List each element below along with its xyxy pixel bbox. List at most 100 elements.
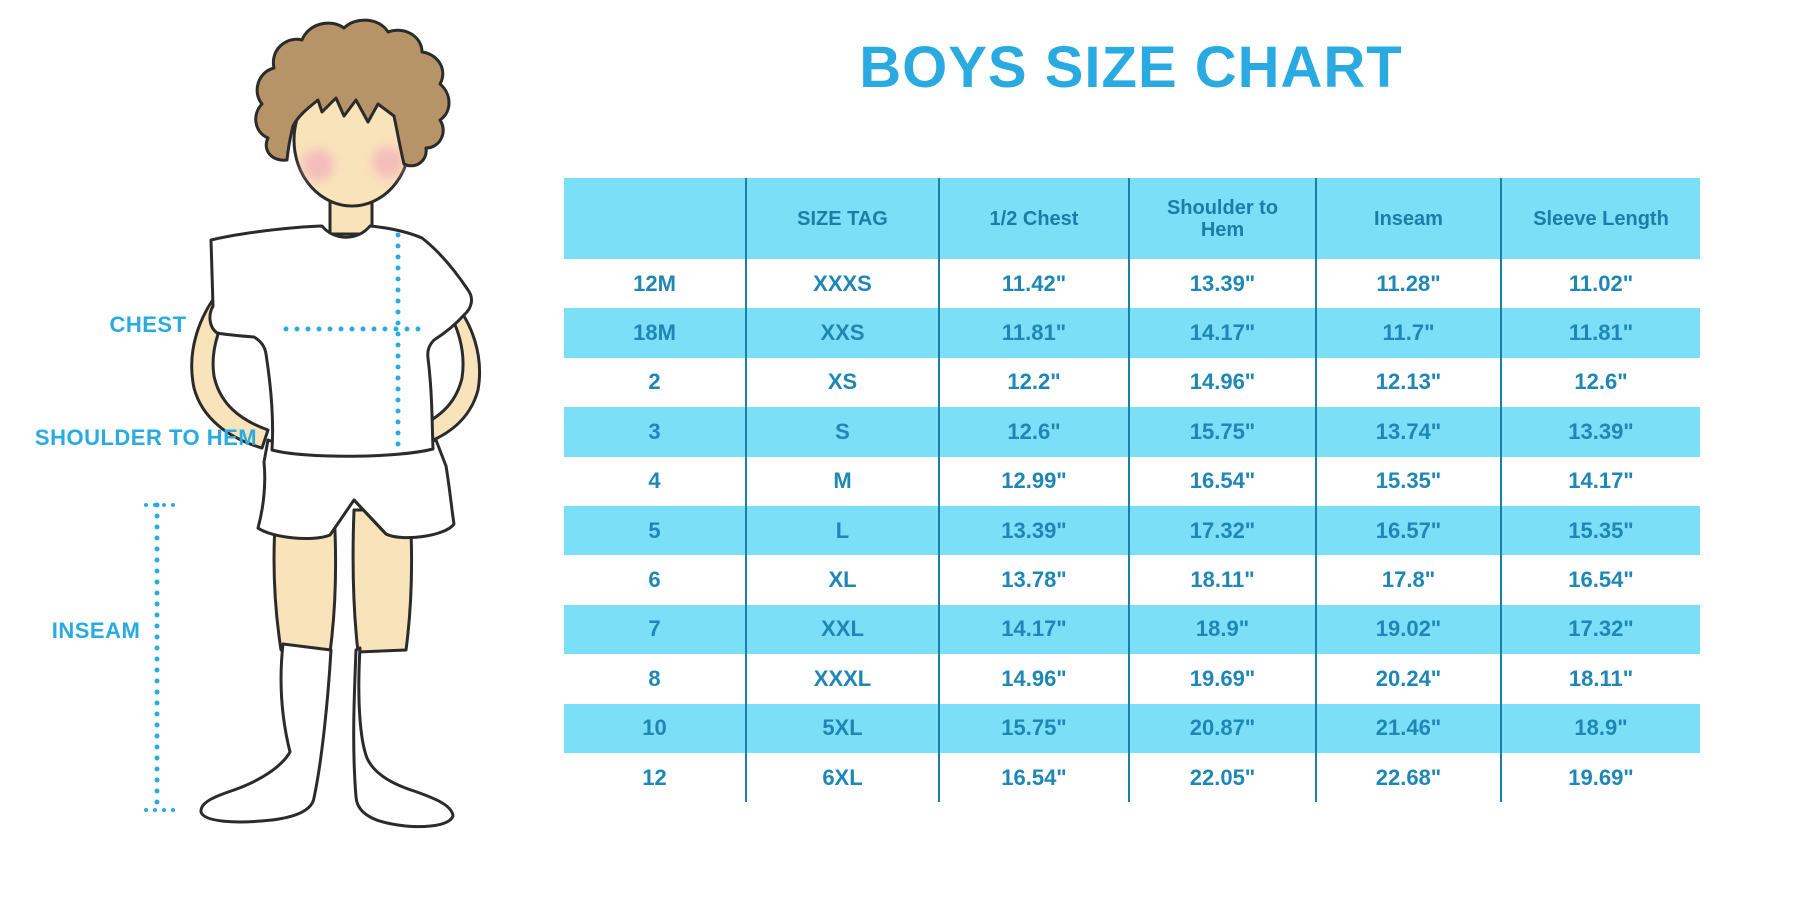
- table-cell: 15.35": [1500, 505, 1700, 556]
- socks: [199, 642, 455, 829]
- table-cell: 13.78": [938, 555, 1128, 605]
- table-cell: 19.02": [1315, 604, 1500, 655]
- table-row: 8 XXXL 14.96" 19.69" 20.24" 18.11": [564, 654, 1700, 704]
- table-cell: 20.24": [1315, 654, 1500, 704]
- table-row: 7 XXL 14.17" 18.9" 19.02" 17.32": [564, 604, 1700, 655]
- hair: [254, 18, 451, 168]
- table-cell: 14.17": [1500, 456, 1700, 506]
- table-cell: 11.81": [1500, 308, 1700, 358]
- table-cell: XXXS: [745, 259, 938, 309]
- table-cell: XL: [745, 555, 938, 605]
- table-cell: 10: [564, 703, 745, 753]
- header-cell-shoulder-to-hem: Shoulder to Hem: [1128, 178, 1315, 259]
- table-cell: 11.28": [1315, 259, 1500, 309]
- table-cell: 12.6": [938, 407, 1128, 457]
- table-row: 12M XXXS 11.42" 13.39" 11.28" 11.02": [564, 259, 1700, 309]
- table-cell: 17.32": [1500, 604, 1700, 655]
- table-cell: 6: [648, 566, 661, 592]
- table-cell: 5XL: [745, 703, 938, 753]
- table-cell: 12: [642, 764, 667, 790]
- table-cell: 6XL: [745, 752, 938, 803]
- table-row: 3 S 12.6" 15.75" 13.74" 13.39": [564, 407, 1700, 457]
- shirt: [208, 224, 473, 458]
- table-cell: 13.39": [1128, 259, 1315, 309]
- table-cell: 22.68": [1315, 752, 1500, 803]
- table-cell: 5: [564, 505, 745, 556]
- table-cell: 16.54": [1500, 555, 1700, 605]
- table-row: 4 M 12.99" 16.54" 15.35" 14.17": [564, 456, 1700, 506]
- table-cell: 3: [564, 407, 745, 457]
- table-cell: 11.7": [1315, 308, 1500, 358]
- table-cell: 12.99": [938, 456, 1128, 506]
- table-cell: 14.96": [938, 654, 1128, 704]
- header-cell-size-tag: SIZE TAG: [745, 178, 938, 259]
- table-cell: M: [745, 456, 938, 506]
- table-row: 6 XL 13.78" 18.11" 17.8" 16.54": [564, 555, 1700, 605]
- table-cell: XXXL: [745, 654, 938, 704]
- table-cell: 2: [648, 369, 661, 395]
- table-cell: 11.02": [1500, 259, 1700, 309]
- table-cell: 18M: [564, 308, 745, 358]
- table-cell: 14.17": [1128, 308, 1315, 358]
- header-cell-inseam: Inseam: [1315, 178, 1500, 259]
- table-cell: 4: [648, 468, 661, 494]
- table-cell: XXS: [745, 308, 938, 358]
- table-row: 10 5XL 15.75" 20.87" 21.46" 18.9": [564, 703, 1700, 753]
- table-cell: 15.35": [1315, 456, 1500, 506]
- table-cell: 22.05": [1128, 752, 1315, 803]
- size-table-body: 12M XXXS 11.42" 13.39" 11.28" 11.02" 18M XXS 11.…: [564, 259, 1700, 803]
- table-cell: 13.39": [938, 505, 1128, 556]
- table-cell: 18.9": [1128, 604, 1315, 655]
- table-cell: 20.87": [1128, 703, 1315, 753]
- shoulder-to-hem-label: SHOULDER TO HEM: [34, 425, 258, 450]
- table-cell: 17.32": [1128, 505, 1315, 556]
- table-cell: 13.74": [1315, 407, 1500, 457]
- table-cell: 14.17": [938, 604, 1128, 655]
- table-cell: 12.6": [1500, 357, 1700, 408]
- table-cell: 13.39": [1500, 407, 1700, 457]
- shorts-split: [352, 498, 388, 536]
- table-cell: 12.13": [1315, 357, 1500, 408]
- table-cell: 21.46": [1315, 703, 1500, 753]
- table-cell: S: [745, 407, 938, 457]
- table-cell: 18.11": [1128, 555, 1315, 605]
- measurement-guides: [144, 232, 430, 813]
- size-table: SIZE TAG 1/2 Chest Shoulder to Hem Insea…: [564, 178, 1700, 803]
- table-row: 2 XS 12.2" 14.96" 12.13" 12.6": [564, 357, 1700, 408]
- table-cell: XXL: [745, 604, 938, 655]
- table-cell: 16.54": [1128, 456, 1315, 506]
- table-cell: 14.96": [1128, 357, 1315, 408]
- table-cell: 8: [648, 665, 661, 691]
- table-cell: 16.54": [938, 752, 1128, 803]
- table-cell: 12M: [633, 270, 676, 296]
- head: [254, 18, 451, 208]
- boy-measurement-illustration: [144, 18, 482, 829]
- table-cell: XS: [745, 357, 938, 408]
- page-title: BOYS SIZE CHART: [859, 35, 1403, 100]
- size-table-header: SIZE TAG 1/2 Chest Shoulder to Hem Insea…: [564, 178, 1700, 259]
- table-cell: 18.11": [1500, 654, 1700, 704]
- chest-label: CHEST: [109, 312, 187, 337]
- header-cell-half-chest: 1/2 Chest: [938, 178, 1128, 259]
- table-cell: L: [745, 505, 938, 556]
- header-cell-size: [564, 178, 745, 259]
- table-cell: 17.8": [1315, 555, 1500, 605]
- cheek-right: [372, 146, 404, 178]
- table-cell: 12.2": [938, 357, 1128, 408]
- table-cell: 11.81": [938, 308, 1128, 358]
- inseam-label: INSEAM: [51, 618, 141, 643]
- table-cell: 19.69": [1128, 654, 1315, 704]
- table-cell: 15.75": [938, 703, 1128, 753]
- header-cell-sleeve-length: Sleeve Length: [1500, 178, 1700, 259]
- table-cell: 7: [564, 604, 745, 655]
- table-cell: 19.69": [1500, 752, 1700, 803]
- table-row: 12 6XL 16.54" 22.05" 22.68" 19.69": [564, 752, 1700, 803]
- table-cell: 11.42": [938, 259, 1128, 309]
- table-row: 5 L 13.39" 17.32" 16.57" 15.35": [564, 505, 1700, 556]
- cheek-left: [302, 149, 334, 181]
- table-cell: 18.9": [1500, 703, 1700, 753]
- arms: [190, 288, 482, 450]
- table-cell: 15.75": [1128, 407, 1315, 457]
- table-cell: 16.57": [1315, 505, 1500, 556]
